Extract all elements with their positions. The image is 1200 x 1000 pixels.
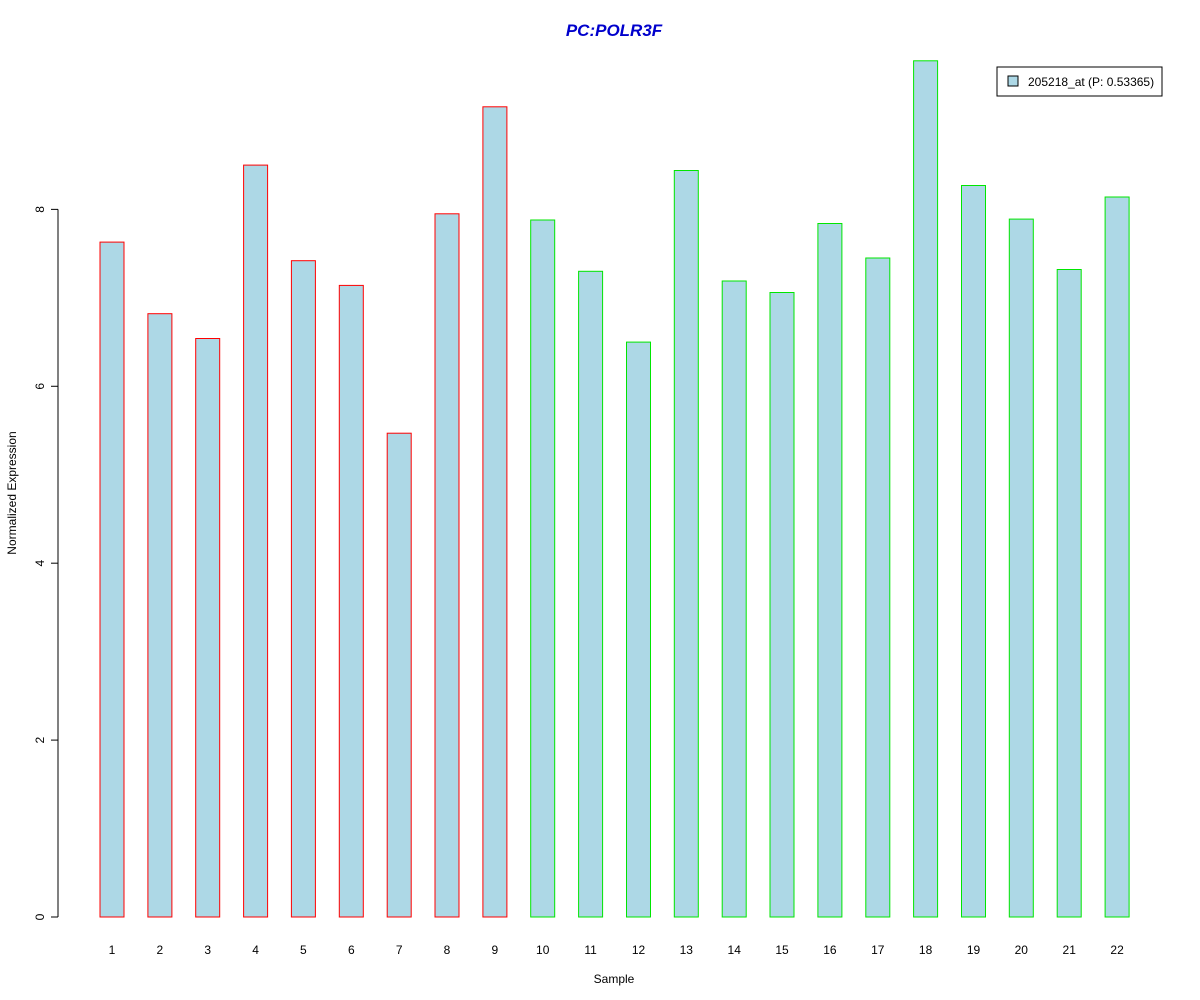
y-axis: 0 2 4 6 8 — [33, 206, 59, 920]
x-tick-label: 11 — [584, 943, 597, 957]
x-tick-label: 18 — [919, 943, 933, 957]
chart-title: PC:POLR3F — [566, 21, 663, 40]
bar-sample-4 — [243, 164, 269, 918]
bar-sample-8 — [434, 213, 460, 918]
x-tick-label: 6 — [348, 943, 355, 957]
x-tick-label: 12 — [632, 943, 646, 957]
bar-sample-9 — [482, 106, 508, 918]
y-tick-label: 4 — [33, 560, 47, 567]
bar-sample-19 — [961, 185, 986, 918]
y-tick-label: 2 — [33, 736, 47, 743]
x-tick-label: 20 — [1015, 943, 1029, 957]
x-tick-label: 1 — [109, 943, 116, 957]
bars-group — [99, 60, 1130, 918]
y-tick-label: 8 — [33, 206, 47, 213]
bar-sample-7 — [386, 432, 412, 918]
x-tick-label: 16 — [823, 943, 837, 957]
x-tick-label: 19 — [967, 943, 981, 957]
bar-sample-3 — [195, 338, 221, 918]
x-tick-label: 4 — [252, 943, 259, 957]
bar-sample-15 — [769, 292, 795, 918]
bar-sample-6 — [338, 284, 364, 918]
x-axis-labels: 1 2 3 4 5 6 7 8 9 10 11 12 13 14 15 16 17 18 19 20 21 22 — [109, 943, 1124, 957]
legend-swatch — [1007, 75, 1019, 87]
x-tick-label: 17 — [871, 943, 885, 957]
bar-sample-16 — [817, 223, 843, 918]
bar-sample-12 — [626, 341, 651, 918]
legend-box — [996, 66, 1163, 97]
x-tick-label: 5 — [300, 943, 307, 957]
bar-sample-2 — [147, 313, 173, 918]
x-tick-label: 9 — [492, 943, 499, 957]
x-tick-label: 21 — [1063, 943, 1077, 957]
bar-sample-1 — [99, 241, 125, 918]
x-tick-label: 3 — [204, 943, 211, 957]
bar-sample-20 — [1008, 218, 1034, 918]
x-tick-label: 15 — [775, 943, 789, 957]
bar-sample-14 — [721, 280, 747, 918]
bar-sample-10 — [530, 219, 556, 918]
x-tick-label: 2 — [157, 943, 164, 957]
y-tick-label: 6 — [33, 383, 47, 390]
x-tick-label: 10 — [536, 943, 550, 957]
bar-sample-22 — [1104, 196, 1130, 918]
y-tick-label: 0 — [33, 913, 47, 920]
bar-sample-18 — [913, 60, 939, 918]
y-axis-label: Normalized Expression — [5, 431, 19, 554]
x-tick-label: 14 — [728, 943, 742, 957]
bar-sample-5 — [290, 260, 316, 918]
x-tick-label: 8 — [444, 943, 451, 957]
legend: 205218_at (P: 0.53365) — [996, 66, 1163, 97]
bar-sample-11 — [578, 270, 604, 918]
bar-sample-17 — [865, 257, 891, 918]
legend-label: 205218_at (P: 0.53365) — [1028, 75, 1154, 89]
x-tick-label: 13 — [680, 943, 694, 957]
x-axis-label: Sample — [594, 972, 635, 986]
x-tick-label: 22 — [1110, 943, 1124, 957]
bar-sample-13 — [673, 170, 699, 918]
x-tick-label: 7 — [396, 943, 403, 957]
bar-sample-21 — [1056, 269, 1082, 918]
